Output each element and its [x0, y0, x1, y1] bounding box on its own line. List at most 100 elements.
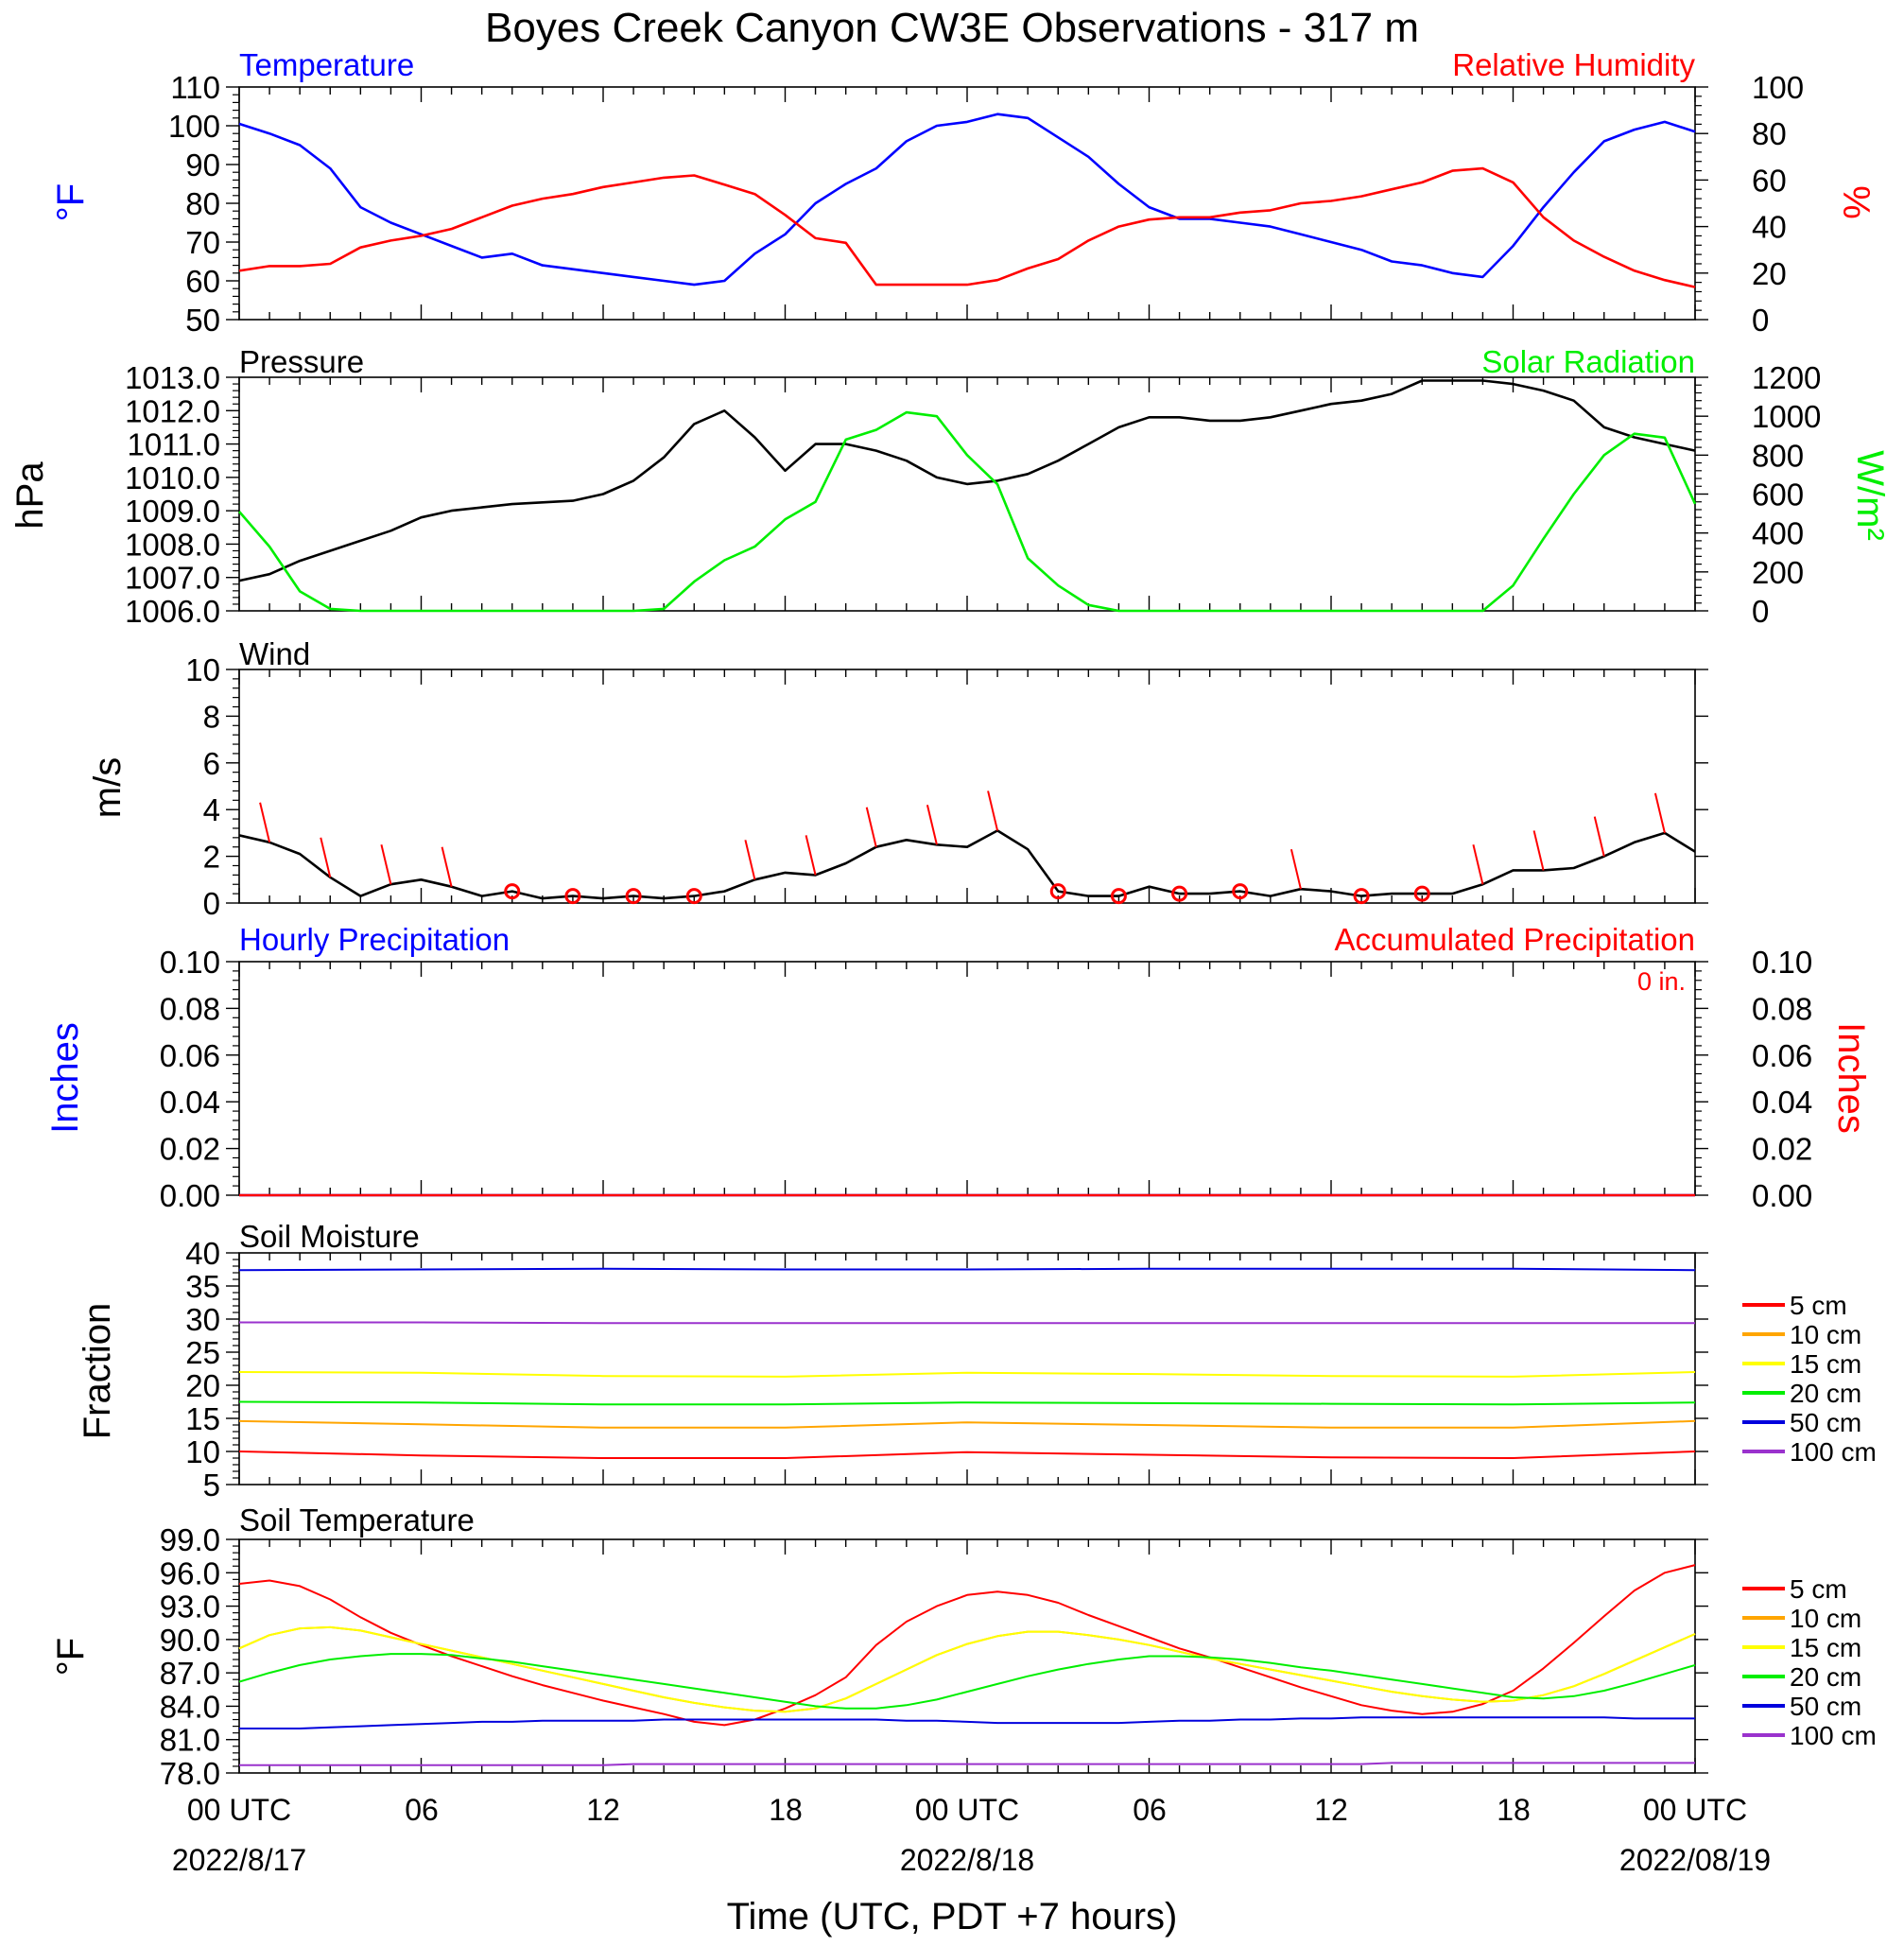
y-tick-label-right: 100: [1752, 70, 1804, 105]
series-line-10-cm: [238, 1625, 1696, 1713]
hourly-precip-title: Hourly Precipitation: [239, 922, 510, 957]
y-tick-label-right: 0.04: [1752, 1085, 1812, 1120]
wind-panel: 0 2 4 6 8 10: [185, 652, 1708, 921]
x-tick-label: 00 UTC: [187, 1793, 291, 1827]
wind-barb: [1290, 848, 1302, 890]
y-tick-label-right: 0: [1752, 594, 1769, 629]
y-tick-label-right: 0.06: [1752, 1038, 1812, 1073]
y-tick-label: 20: [185, 1368, 220, 1403]
y-tick-label: 90: [185, 148, 220, 182]
y-tick-label-right: 1200: [1752, 360, 1821, 395]
y-tick-label: 15: [185, 1401, 220, 1436]
legend-label: 20 cm: [1790, 1379, 1861, 1408]
x-tick-label: 00 UTC: [915, 1793, 1019, 1827]
wind-barb: [805, 835, 817, 876]
precip-plot-frame: [238, 961, 1696, 1196]
y-tick-label-right: 40: [1752, 210, 1787, 245]
y-tick-label-right: 600: [1752, 478, 1804, 513]
legend-label: 10 cm: [1790, 1604, 1861, 1633]
series-line-5-cm: [238, 1564, 1696, 1727]
humidity-axis-title: %: [1835, 185, 1877, 219]
series-line-pressure: [238, 379, 1696, 582]
y-tick-label-right: 80: [1752, 116, 1787, 151]
y-tick-label: 60: [185, 264, 220, 299]
soil-temperature-legend: 5 cm 10 cm 15 cm 20 cm 50 cm 100 cm: [1742, 1574, 1877, 1750]
x-tick-label: 00 UTC: [1643, 1793, 1747, 1827]
x-tick-label: 12: [586, 1793, 620, 1827]
chart-title: Boyes Creek Canyon CW3E Observations - 3…: [485, 5, 1419, 51]
wind-calm-marker: [564, 888, 581, 905]
x-tick-label: 12: [1314, 1793, 1348, 1827]
soil-temperature-axis-title: °F: [50, 1638, 92, 1676]
y-tick-label: 87.0: [160, 1656, 220, 1691]
pressure-panel: 1006.01007.01008.01009.01010.01011.01012…: [125, 360, 1821, 629]
y-tick-label: 93.0: [160, 1590, 220, 1625]
series-line-100-cm: [239, 1321, 1695, 1325]
x-date-label: 2022/8/17: [172, 1843, 306, 1877]
y-tick-label: 6: [203, 746, 220, 781]
y-tick-label-right: 0.08: [1752, 991, 1812, 1026]
x-tick-label: 06: [405, 1793, 439, 1827]
soil-moisture-axis-title: Fraction: [77, 1303, 118, 1440]
precip-panel: 0.00 0.02 0.04 0.06 0.08 0.10 0.00 0.02 0.04 0.06…: [160, 945, 1812, 1213]
y-tick-label: 0: [203, 886, 220, 921]
series-line-100-cm: [239, 1762, 1695, 1766]
wind-barb: [744, 840, 756, 880]
y-tick-label-right: 0: [1752, 303, 1769, 338]
solar-title: Solar Radiation: [1481, 344, 1695, 379]
y-tick-label: 0.02: [160, 1132, 220, 1167]
panel-titles: Temperature Relative Humidity Pressure S…: [239, 47, 1695, 1538]
y-tick-label: 40: [185, 1236, 220, 1271]
solar-axis-title: W/m²: [1849, 450, 1891, 541]
y-tick-label: 100: [168, 109, 220, 144]
accum-precip-title: Accumulated Precipitation: [1334, 922, 1695, 957]
y-tick-label: 110: [170, 70, 220, 105]
wind-barb: [987, 791, 999, 831]
y-tick-label: 1009.0: [125, 494, 220, 529]
accum-precip-annotation: 0 in.: [1637, 967, 1686, 996]
wind-barb: [1593, 816, 1605, 857]
series-line-15-cm: [238, 1371, 1696, 1378]
y-tick-label: 1006.0: [125, 594, 220, 629]
wind-calm-marker: [1232, 883, 1249, 900]
pressure-plot-frame: [238, 376, 1696, 612]
y-tick-label: 2: [203, 840, 220, 875]
y-tick-label: 1013.0: [125, 360, 220, 395]
temperature-axis-title: °F: [50, 183, 92, 221]
series-line-15-cm: [238, 1625, 1696, 1713]
axis-titles: °F % hPa W/m² m/s Inches Inches Fraction…: [9, 183, 1891, 1676]
y-tick-label: 1007.0: [125, 561, 220, 596]
y-tick-label: 80: [185, 186, 220, 221]
y-tick-label: 0.04: [160, 1085, 220, 1120]
wind-barb: [320, 837, 332, 878]
y-tick-label: 25: [185, 1335, 220, 1370]
y-tick-label: 1008.0: [125, 527, 220, 562]
wind-calm-marker: [1049, 883, 1066, 900]
legend-label: 5 cm: [1790, 1291, 1847, 1320]
y-tick-label: 0.06: [160, 1038, 220, 1073]
y-tick-label-right: 200: [1752, 555, 1804, 590]
legend-label: 100 cm: [1790, 1437, 1877, 1467]
y-tick-label-right: 60: [1752, 163, 1787, 198]
x-tick-label: 06: [1133, 1793, 1167, 1827]
y-tick-label: 96.0: [160, 1555, 220, 1590]
y-tick-label: 70: [185, 225, 220, 260]
series-line-wind-speed: [238, 829, 1696, 900]
wind-calm-marker: [685, 888, 702, 905]
y-tick-label: 35: [185, 1269, 220, 1304]
y-tick-label: 50: [185, 303, 220, 338]
x-date-label: 2022/8/18: [900, 1843, 1034, 1877]
y-tick-label: 8: [203, 699, 220, 734]
soil-moisture-plot-frame: [238, 1252, 1696, 1486]
soil-temperature-title: Soil Temperature: [239, 1503, 475, 1538]
x-tick-labels: 00 UTC 06 12 18 00 UTC 06 12 18 00 UTC 2…: [172, 1793, 1771, 1877]
wind-barb: [865, 807, 877, 847]
y-tick-label-right: 0.00: [1752, 1178, 1812, 1213]
series-line-50-cm: [238, 1267, 1696, 1272]
humidity-title: Relative Humidity: [1452, 47, 1695, 82]
y-tick-label: 1012.0: [125, 393, 220, 428]
x-axis-label: Time (UTC, PDT +7 hours): [727, 1896, 1178, 1937]
